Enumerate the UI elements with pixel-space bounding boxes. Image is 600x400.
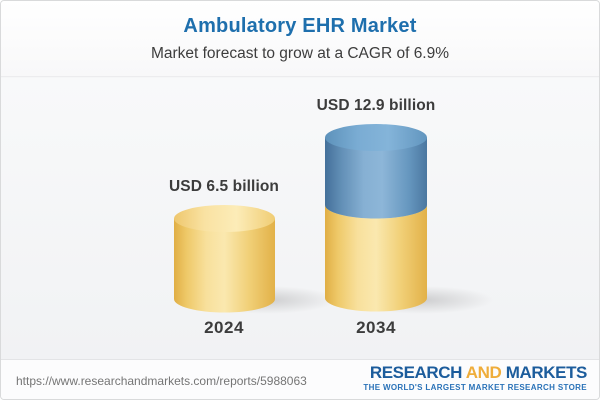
logo-tagline: THE WORLD'S LARGEST MARKET RESEARCH STOR… (363, 383, 587, 392)
logo-wordmark: RESEARCH AND MARKETS (363, 363, 588, 382)
report-url-link[interactable]: https://www.researchandmarkets.com/repor… (16, 374, 307, 388)
chart-subtitle: Market forecast to grow at a CAGR of 6.9… (150, 45, 450, 62)
chart-area: USD 6.5 billion USD 12.9 billion (1, 78, 599, 359)
footer: https://www.researchandmarkets.com/repor… (1, 359, 599, 399)
bar-2034-cylinder (325, 124, 427, 312)
bar-2024-cylinder (174, 205, 275, 313)
x-axis-label-2034: 2034 (356, 318, 396, 337)
chart-title: Ambulatory EHR Market (183, 15, 417, 37)
logo-word-research: RESEARCH (369, 363, 463, 382)
logo-word-and: AND (465, 363, 502, 382)
x-axis-label-2024: 2024 (204, 318, 244, 337)
research-and-markets-logo[interactable]: RESEARCH AND MARKETS THE WORLD'S LARGEST… (363, 364, 587, 392)
logo-word-markets: MARKETS (505, 363, 588, 382)
chart-header: Ambulatory EHR Market Market forecast to… (1, 1, 599, 77)
data-label-2034: USD 12.9 billion (316, 97, 436, 114)
data-label-2024: USD 6.5 billion (168, 178, 279, 195)
